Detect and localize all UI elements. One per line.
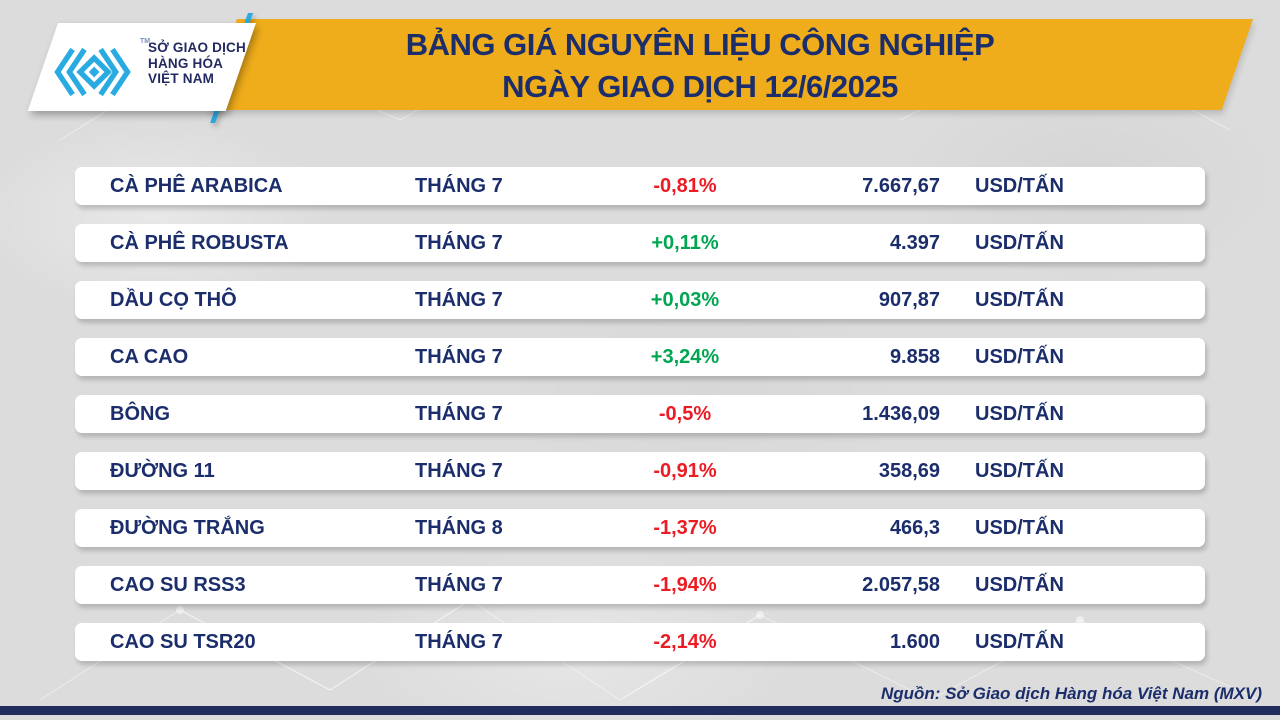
percent-change: -0,5% <box>658 402 712 425</box>
table-row: CÀ PHÊ ARABICA THÁNG 7 -0,81% 7.667,67 U… <box>75 167 1205 205</box>
contract-month: THÁNG 7 <box>415 288 503 311</box>
price-value: 2.057,58 <box>862 573 940 596</box>
commodity-name: CA CAO <box>110 345 189 368</box>
percent-change: +3,24% <box>650 345 720 368</box>
page-title: BẢNG GIÁ NGUYÊN LIỆU CÔNG NGHIỆP NGÀY GI… <box>300 22 1100 110</box>
contract-month: THÁNG 7 <box>415 231 503 254</box>
mxv-logo-icon <box>54 47 131 97</box>
title-line-2: NGÀY GIAO DỊCH 12/6/2025 <box>502 69 898 104</box>
price-unit: USD/TẤN <box>975 345 1064 368</box>
table-row: CÀ PHÊ ROBUSTA THÁNG 7 +0,11% 4.397 USD/… <box>75 224 1205 262</box>
percent-change: +0,03% <box>650 288 720 311</box>
price-value: 1.600 <box>889 630 940 653</box>
commodity-name: ĐƯỜNG TRẮNG <box>110 516 265 539</box>
price-unit: USD/TẤN <box>975 459 1064 482</box>
table-row: CAO SU RSS3 THÁNG 7 -1,94% 2.057,58 USD/… <box>75 566 1205 604</box>
percent-change: +0,11% <box>651 231 719 254</box>
price-table: CÀ PHÊ ARABICA THÁNG 7 -0,81% 7.667,67 U… <box>75 167 1205 680</box>
contract-month: THÁNG 7 <box>415 345 503 368</box>
price-value: 358,69 <box>878 459 940 482</box>
table-row: ĐƯỜNG 11 THÁNG 7 -0,91% 358,69 USD/TẤN <box>75 452 1205 490</box>
commodity-name: ĐƯỜNG 11 <box>110 459 215 482</box>
source-note: Nguồn: Sở Giao dịch Hàng hóa Việt Nam (M… <box>880 684 1262 703</box>
price-value: 9.858 <box>889 345 940 368</box>
price-unit: USD/TẤN <box>975 402 1064 425</box>
table-row: CA CAO THÁNG 7 +3,24% 9.858 USD/TẤN <box>75 338 1205 376</box>
table-row: BÔNG THÁNG 7 -0,5% 1.436,09 USD/TẤN <box>75 395 1205 433</box>
logo-org-line-2: HÀNG HÓA <box>148 55 224 71</box>
percent-change: -2,14% <box>653 630 717 653</box>
contract-month: THÁNG 7 <box>415 630 503 653</box>
price-value: 1.436,09 <box>862 402 940 425</box>
table-row: DẦU CỌ THÔ THÁNG 7 +0,03% 907,87 USD/TẤN <box>75 281 1205 319</box>
price-unit: USD/TẤN <box>975 630 1064 653</box>
contract-month: THÁNG 8 <box>415 516 503 539</box>
table-row: CAO SU TSR20 THÁNG 7 -2,14% 1.600 USD/TẤ… <box>75 623 1205 661</box>
price-unit: USD/TẤN <box>975 231 1064 254</box>
price-unit: USD/TẤN <box>975 288 1064 311</box>
percent-change: -0,81% <box>653 174 717 197</box>
commodity-name: BÔNG <box>110 402 170 425</box>
bottom-bar <box>0 706 1280 715</box>
price-unit: USD/TẤN <box>975 174 1064 197</box>
logo-org-line-1: SỞ GIAO DỊCH <box>148 40 246 55</box>
commodity-name: CÀ PHÊ ARABICA <box>110 174 283 197</box>
table-row: ĐƯỜNG TRẮNG THÁNG 8 -1,37% 466,3 USD/TẤN <box>75 509 1205 547</box>
commodity-name: DẦU CỌ THÔ <box>110 288 237 311</box>
contract-month: THÁNG 7 <box>415 174 503 197</box>
commodity-name: CÀ PHÊ ROBUSTA <box>110 231 289 254</box>
percent-change: -1,37% <box>653 516 717 539</box>
price-value: 907,87 <box>878 288 940 311</box>
price-unit: USD/TẤN <box>975 516 1064 539</box>
price-value: 4.397 <box>889 231 940 254</box>
commodity-name: CAO SU RSS3 <box>110 573 246 596</box>
percent-change: -0,91% <box>653 459 717 482</box>
logo-org-name: SỞ GIAO DỊCH HÀNG HÓA VIỆT NAM <box>148 40 246 87</box>
contract-month: THÁNG 7 <box>415 459 503 482</box>
logo-org-line-3: VIỆT NAM <box>148 71 215 86</box>
contract-month: THÁNG 7 <box>415 402 503 425</box>
price-value: 7.667,67 <box>862 174 940 197</box>
percent-change: -1,94% <box>653 573 717 596</box>
mxv-logo: TM SỞ GIAO DỊCH HÀNG HÓA VIỆT NAM <box>40 30 250 110</box>
commodity-name: CAO SU TSR20 <box>110 630 256 653</box>
trademark-symbol: TM <box>140 38 151 45</box>
price-value: 466,3 <box>889 516 940 539</box>
contract-month: THÁNG 7 <box>415 573 503 596</box>
price-unit: USD/TẤN <box>975 573 1064 596</box>
title-line-1: BẢNG GIÁ NGUYÊN LIỆU CÔNG NGHIỆP <box>405 27 995 62</box>
